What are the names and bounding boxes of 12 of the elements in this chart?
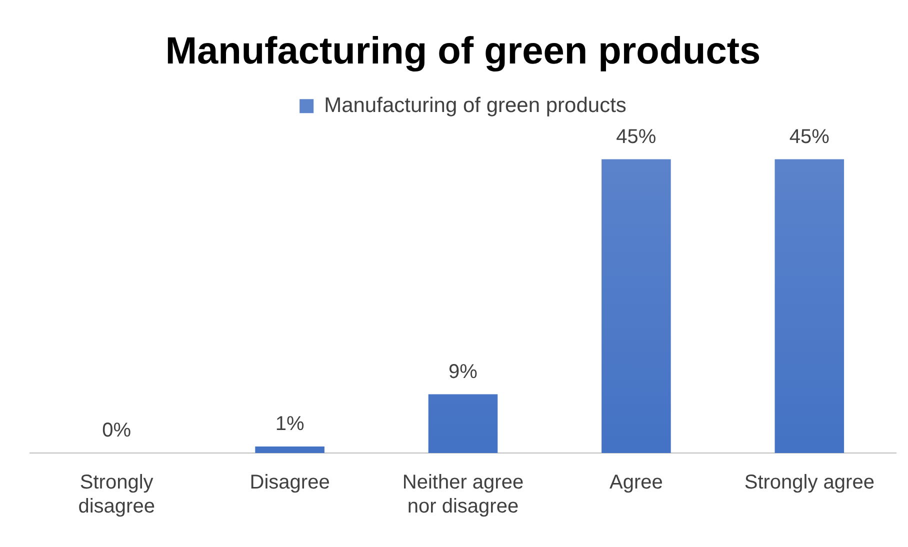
x-tick-label: Strongly agree xyxy=(744,472,874,494)
x-tick-label: Neither agree nor disagree xyxy=(402,472,524,518)
data-label: 45% xyxy=(789,126,830,148)
data-label: 9% xyxy=(448,360,478,383)
chart-title: Manufacturing of green products xyxy=(165,30,761,72)
x-tick-label: Agree xyxy=(610,472,663,494)
data-label: 45% xyxy=(616,126,656,148)
x-tick-label: Disagree xyxy=(250,472,330,494)
data-label: 1% xyxy=(275,412,304,435)
data-label: 0% xyxy=(102,420,132,442)
legend-label: Manufacturing of green products xyxy=(324,94,626,117)
x-tick-label: Strongly disagree xyxy=(78,472,155,518)
